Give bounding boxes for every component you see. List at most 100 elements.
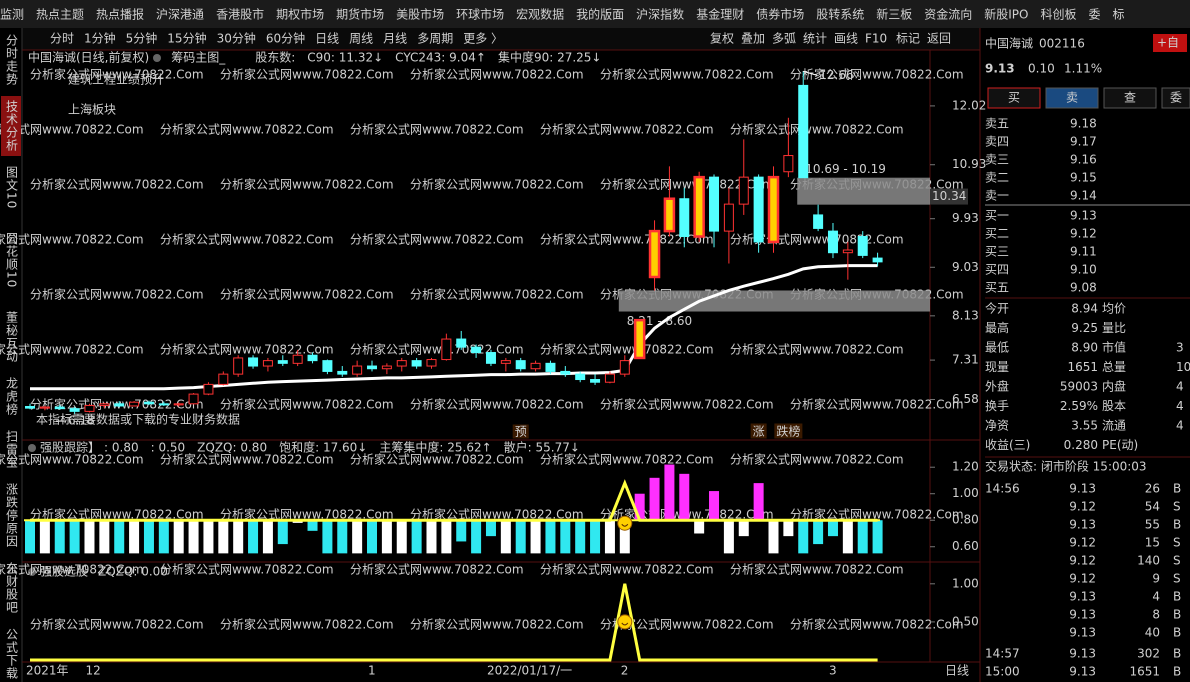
side-tab[interactable]: 分时走势 [5, 34, 19, 86]
candle-body [39, 406, 50, 409]
menu-item[interactable]: 新三板 [876, 7, 912, 22]
trade-button[interactable] [1045, 87, 1099, 109]
menu-item[interactable]: 科创板 [1041, 8, 1077, 22]
menu-item[interactable]: 期货市场 [336, 7, 384, 22]
trade-button-label[interactable]: 买 [1008, 91, 1020, 105]
tool-button[interactable]: 复权 [710, 32, 734, 46]
side-tab[interactable]: 涨跌停原因 [5, 482, 19, 548]
trade-button-label[interactable]: 卖 [1066, 91, 1078, 105]
tool-button[interactable]: 统计 [803, 32, 827, 46]
stat-cell: 0.280 [1064, 438, 1098, 452]
tool-button[interactable]: 多弧 [772, 32, 796, 46]
period-button[interactable]: 5分钟 [126, 31, 158, 46]
indicator-bar [188, 520, 199, 554]
menu-item[interactable]: 监测 [0, 8, 24, 22]
watermark: 分析家公式网www.70822.Com [160, 232, 334, 247]
panel-icon [28, 568, 36, 576]
watermark: 分析家公式网www.70822.Com [30, 617, 204, 632]
self-button[interactable] [1153, 34, 1187, 52]
side-tab[interactable]: 技术分析 [5, 100, 19, 152]
y-tick-label: 0.60 [952, 539, 979, 553]
tick-time: 14:57 [985, 647, 1020, 661]
period-button[interactable]: 30分钟 [217, 31, 256, 46]
side-tab[interactable]: 扫雷宝 [5, 430, 19, 469]
tool-button[interactable]: 叠加 [741, 32, 765, 46]
indicator-bar [367, 520, 378, 554]
menu-item[interactable]: 资金流向 [924, 7, 972, 22]
trade-button[interactable] [1103, 87, 1157, 109]
side-tab[interactable]: 同花顺10 [5, 232, 19, 288]
watermark: 分析家公式网www.70822.Com [730, 122, 904, 137]
period-button[interactable]: 分时 [50, 32, 74, 46]
menu-item[interactable]: 热点主题 [36, 8, 84, 22]
side-tab[interactable]: 公式下载 [5, 628, 19, 680]
tick-volume: 54 [1145, 500, 1160, 514]
tool-button[interactable]: F10 [865, 32, 887, 46]
menu-item[interactable]: 委 [1089, 8, 1101, 22]
menu-item[interactable]: 股转系统 [816, 7, 864, 22]
tool-button[interactable]: 画线 [834, 32, 858, 46]
tick-volume: 26 [1145, 482, 1160, 496]
menu-item[interactable]: 期权市场 [276, 7, 324, 22]
menu-item[interactable]: 美股市场 [396, 7, 444, 22]
tick-side: B [1173, 665, 1181, 679]
event-tag: 预 [515, 425, 527, 439]
side-tab[interactable]: 图文10 [5, 166, 19, 209]
candle-body [188, 393, 199, 405]
period-button[interactable]: 多周期 [417, 32, 453, 46]
y-tick-label: 1.00 [952, 486, 979, 500]
menu-item[interactable]: 宏观数据 [516, 7, 564, 22]
stat-cell: 外盘 [985, 379, 1009, 394]
active-tab [1, 96, 21, 156]
trade-button[interactable] [987, 87, 1041, 109]
menu-item[interactable]: 基金理财 [696, 7, 744, 22]
tool-button[interactable]: 返回 [927, 32, 951, 46]
period-button[interactable]: 1分钟 [84, 31, 116, 46]
stat-cell: 9.25 [1071, 321, 1098, 335]
tick-time: 15:00 [985, 665, 1020, 679]
indicator-bar [471, 520, 482, 554]
side-tab[interactable]: 董秘互动 [5, 311, 19, 363]
menu-item[interactable]: 热点播报 [96, 7, 144, 22]
tick-side: S [1173, 554, 1181, 568]
candle-body [114, 403, 125, 407]
trade-button[interactable] [1161, 87, 1190, 109]
legend-item: 股东数: [255, 50, 295, 65]
stat-cell: 现量 [985, 360, 1009, 374]
trade-button-label[interactable]: 委 [1170, 91, 1182, 105]
period-button[interactable]: 周线 [349, 32, 373, 46]
tool-button[interactable]: 标记 [896, 32, 920, 46]
candle-body [233, 357, 244, 375]
stat-cell: 59003 [1060, 380, 1098, 394]
tick-volume: 9 [1152, 572, 1160, 586]
period-button[interactable]: 日线 [315, 32, 339, 46]
menu-item[interactable]: 沪深指数 [636, 7, 684, 22]
event-tag-box [774, 423, 803, 439]
watermark: 分析家公式网www.70822.Com [730, 452, 904, 467]
menu-item[interactable]: 标 [1113, 8, 1125, 22]
period-button[interactable]: 更多 〉 [463, 32, 503, 46]
indicator-bar [679, 473, 690, 521]
book-price: 9.18 [1070, 117, 1097, 131]
menu-item[interactable]: 环球市场 [456, 7, 504, 22]
period-button[interactable]: 15分钟 [167, 31, 206, 46]
side-tab[interactable]: 龙虎榜 [5, 377, 19, 416]
side-tab[interactable]: 东财股吧 [5, 562, 19, 614]
menu-item[interactable]: 沪深港通 [156, 8, 204, 22]
period-button[interactable]: 月线 [383, 32, 407, 46]
menu-item[interactable]: 我的版面 [576, 7, 624, 22]
watermark: 分析家公式网www.70822.Com [600, 67, 774, 82]
candle-body [753, 176, 764, 243]
menu-item[interactable]: 债券市场 [756, 7, 804, 22]
self-button-label[interactable]: +自 [1157, 36, 1179, 50]
menu-item[interactable]: 新股IPO [984, 7, 1028, 22]
zone-label: 10.69 - 10.19 [805, 162, 886, 176]
menu-item[interactable]: 香港股市 [216, 7, 264, 22]
period-button[interactable]: 60分钟 [266, 31, 305, 46]
watermark: 分析家公式网www.70822.Com [350, 342, 524, 357]
trade-button-label[interactable]: 查 [1124, 91, 1136, 105]
book-level: 买二 [985, 227, 1009, 241]
candle-body [143, 401, 154, 405]
candle-body [798, 84, 809, 179]
watermark: 分析家公式网www.70822.Com [540, 452, 714, 467]
